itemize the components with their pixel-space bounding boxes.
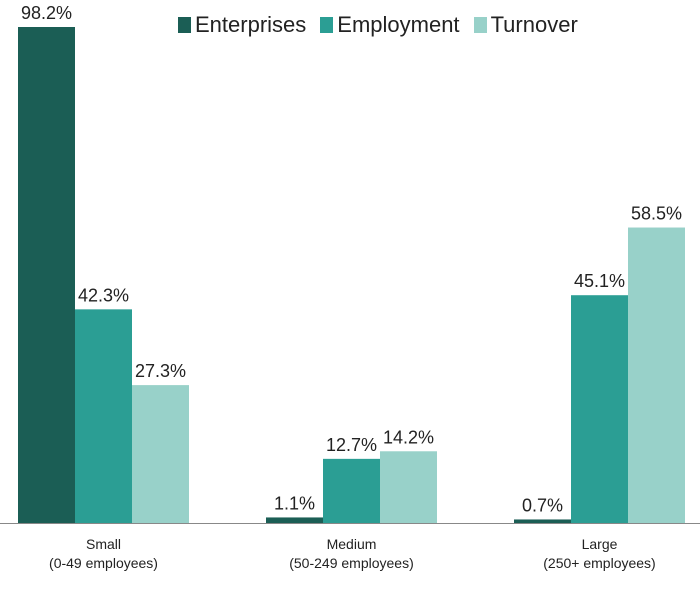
data-label-turnover-small: 27.3%	[135, 361, 186, 381]
data-label-turnover-medium: 14.2%	[383, 427, 434, 447]
bar-employment-medium	[323, 458, 380, 523]
bar-turnover-small	[132, 385, 189, 523]
bar-turnover-large	[628, 227, 685, 524]
bar-enterprises-large	[514, 519, 571, 523]
bar-employment-small	[75, 309, 132, 523]
legend: Enterprises Employment Turnover	[178, 12, 578, 38]
data-label-enterprises-small: 98.2%	[21, 3, 72, 23]
legend-swatch-enterprises	[178, 17, 191, 33]
legend-item-turnover: Turnover	[473, 12, 578, 38]
category-sublabel-medium: (50-249 employees)	[289, 555, 414, 571]
data-label-employment-large: 45.1%	[574, 271, 625, 291]
category-sublabel-large: (250+ employees)	[543, 555, 655, 571]
data-label-employment-medium: 12.7%	[326, 435, 377, 455]
legend-swatch-turnover	[473, 17, 487, 33]
data-label-enterprises-medium: 1.1%	[274, 493, 315, 513]
legend-label-turnover: Turnover	[490, 12, 578, 37]
bar-enterprises-small	[18, 27, 75, 523]
category-label-medium: Medium	[327, 536, 377, 552]
bar-employment-large	[571, 295, 628, 523]
legend-label-employment: Employment	[337, 12, 460, 37]
category-sublabel-small: (0-49 employees)	[49, 555, 158, 571]
bar-turnover-medium	[380, 451, 437, 523]
legend-swatch-employment	[320, 17, 334, 33]
bar-enterprises-medium	[266, 517, 323, 523]
data-label-enterprises-large: 0.7%	[522, 495, 563, 515]
category-label-small: Small	[86, 536, 121, 552]
category-label-large: Large	[582, 536, 618, 552]
legend-label-enterprises: Enterprises	[195, 12, 307, 37]
legend-item-employment: Employment	[320, 12, 460, 38]
legend-item-enterprises: Enterprises	[178, 12, 306, 38]
data-label-turnover-large: 58.5%	[631, 204, 682, 224]
data-label-employment-small: 42.3%	[78, 285, 129, 305]
